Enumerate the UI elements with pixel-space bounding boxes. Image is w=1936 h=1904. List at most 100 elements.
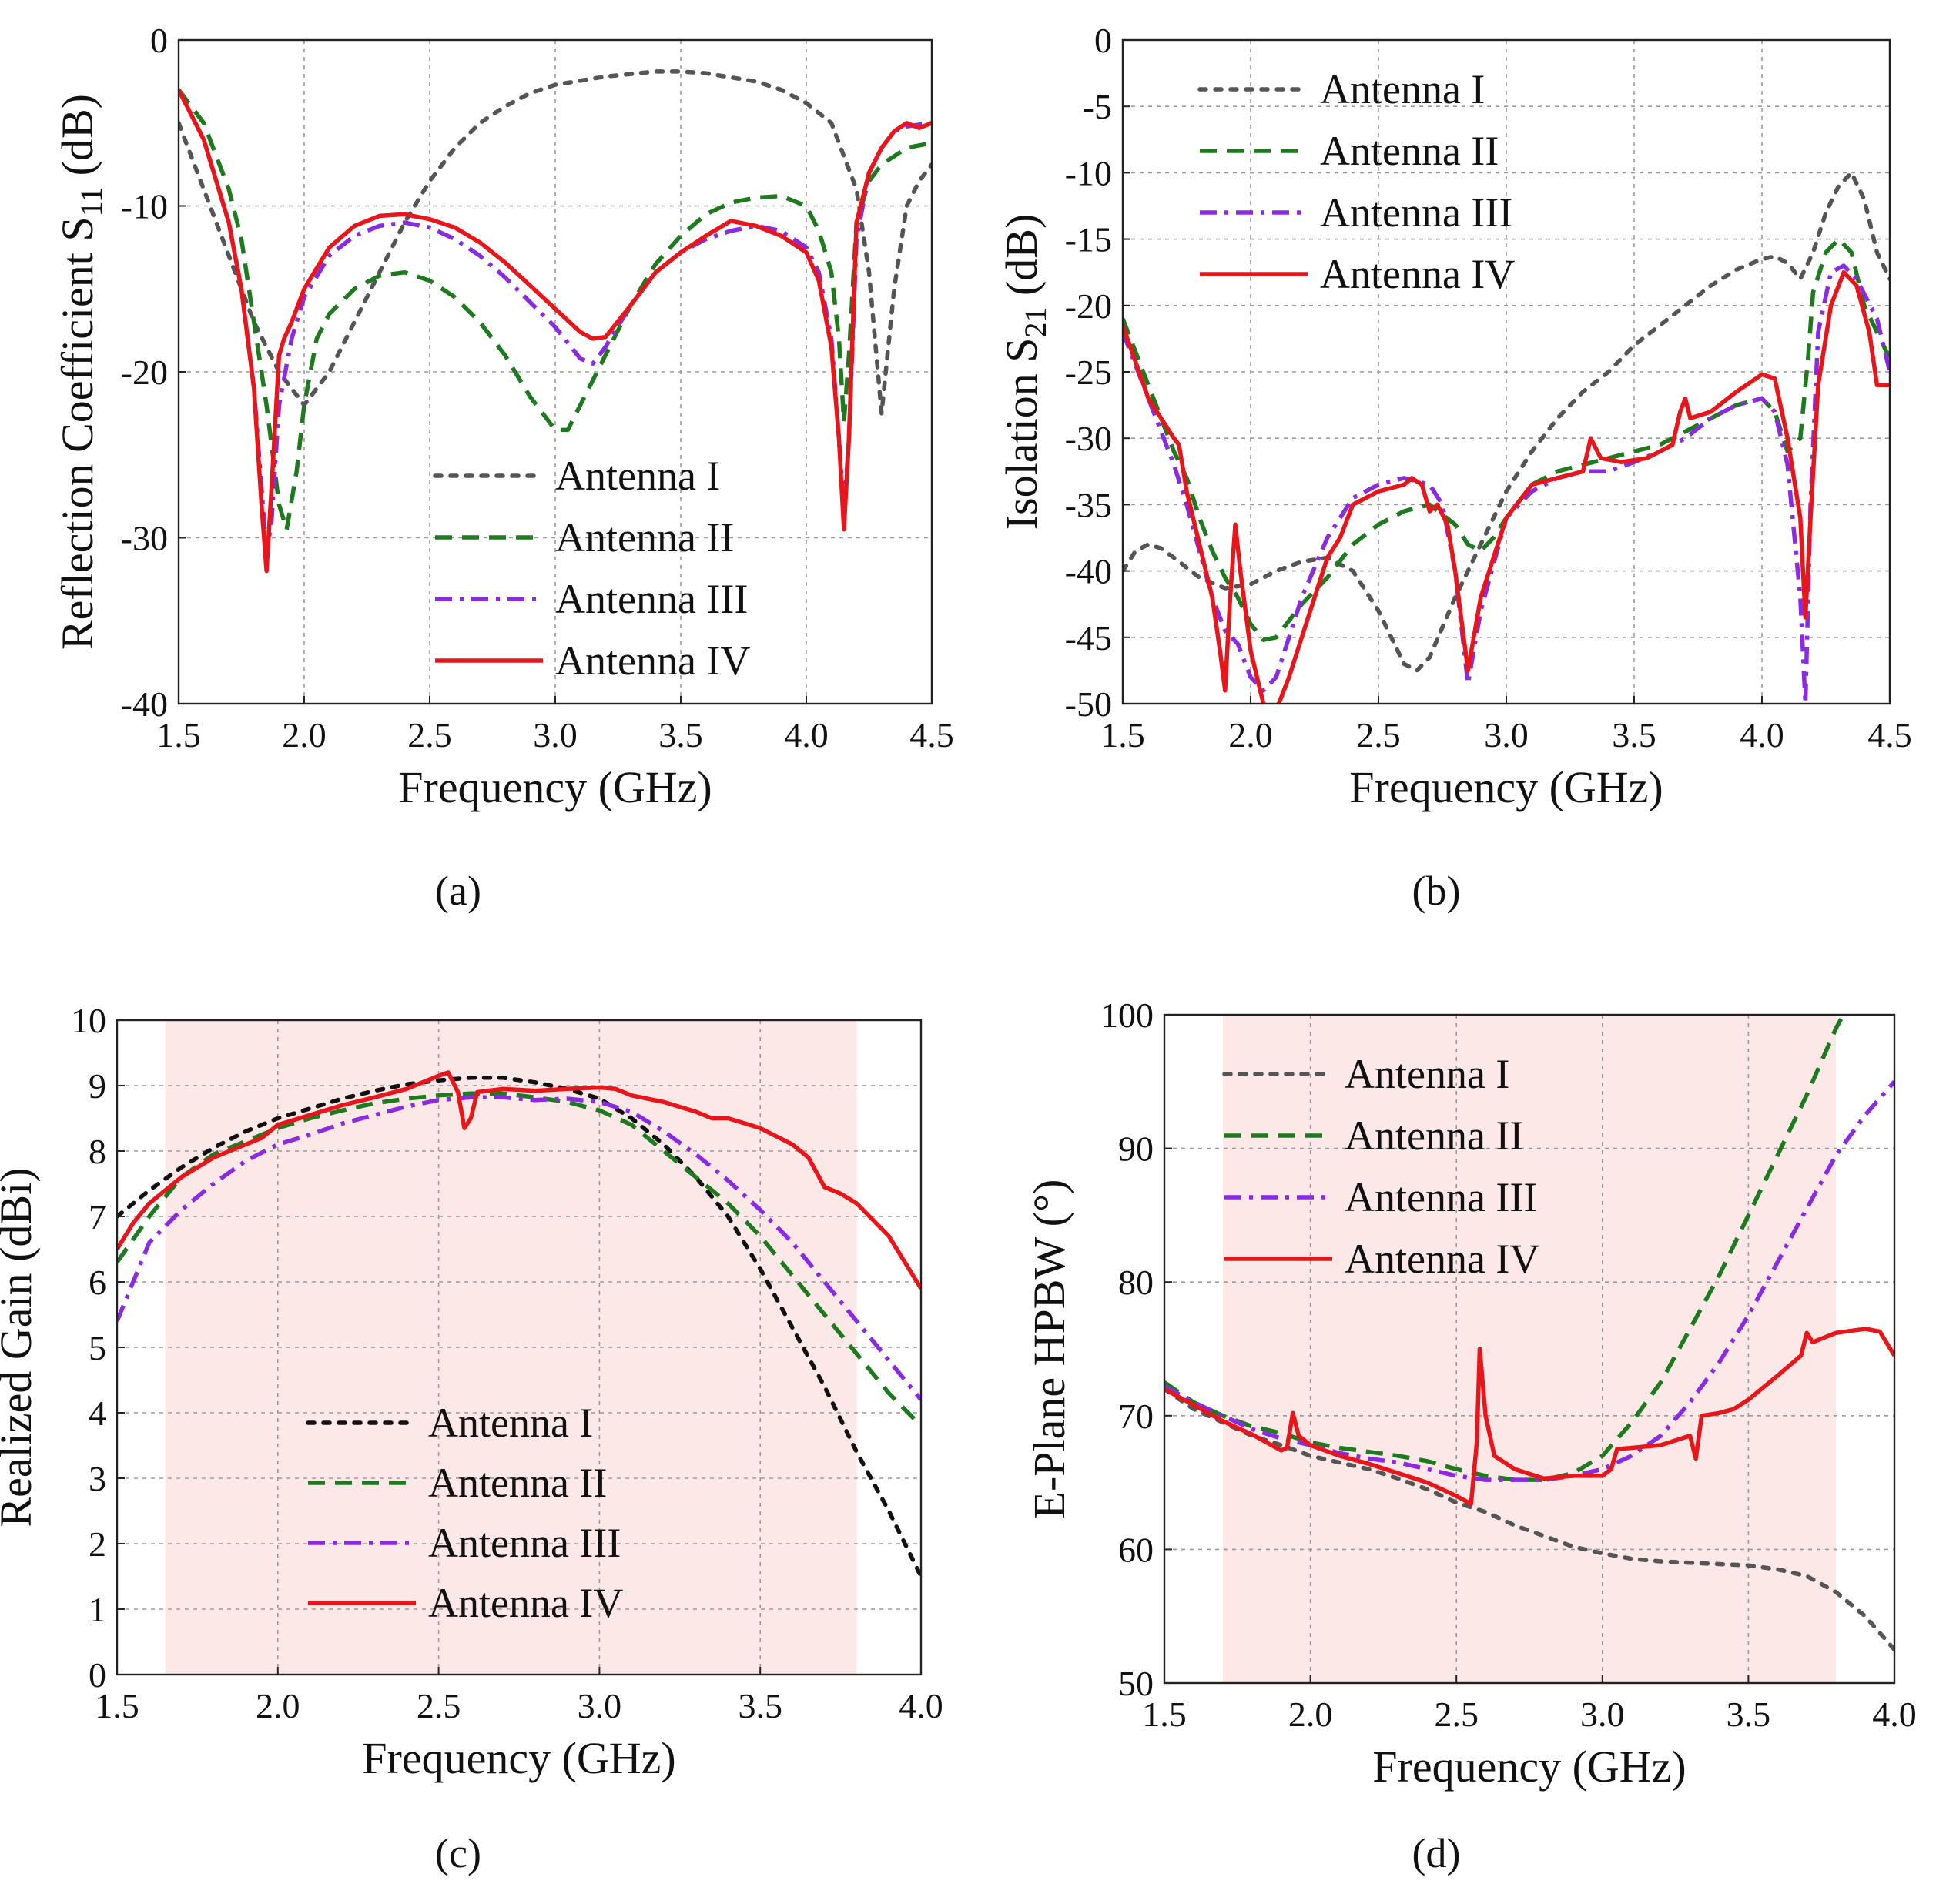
y-tick-label: -40 [1065, 552, 1112, 591]
series-group [1123, 170, 1890, 704]
y-tick-label: -30 [1065, 419, 1112, 458]
x-tick-label: 3.5 [1727, 1695, 1771, 1734]
panel-a-reflection-coefficient: 1.5 2.0 2.5 3.0 3.5 4.0 4.5 0 -10 -20 -30 -40 Freque… [52, 21, 954, 914]
y-axis-title-subscript: 21 [1018, 307, 1053, 338]
x-tick-label: 2.0 [282, 715, 327, 755]
y-tick-label: -20 [1065, 286, 1112, 326]
panel-label: (d) [1412, 1830, 1461, 1876]
panel-b-isolation: 1.5 2.0 2.5 3.0 3.5 4.0 4.5 0 -5 -10 -15 -20 -25 -30 -… [996, 21, 1912, 914]
legend-label: Antenna IV [555, 637, 750, 684]
panel-c-realized-gain: 1.5 2.0 2.5 3.0 3.5 4.0 0 1 2 3 4 5 6 7 8 9 10 Frequency … [0, 1001, 943, 1876]
panel-label: (a) [435, 868, 481, 914]
legend: Antenna I Antenna II Antenna III Antenna IV [1222, 1051, 1539, 1282]
y-axis-title-subscript: 11 [74, 187, 109, 217]
series-line-antenna-iv [117, 1070, 921, 1290]
legend-label: Antenna I [1345, 1051, 1509, 1097]
x-tick-label: 2.5 [417, 1686, 461, 1725]
legend-label: Antenna III [1320, 189, 1512, 236]
x-tick-label: 2.5 [407, 715, 452, 755]
grid [117, 1020, 921, 1675]
y-tick-label: 0 [1094, 21, 1112, 60]
x-tick-label: 3.5 [658, 715, 703, 755]
x-tick-label: 4.5 [909, 715, 954, 755]
panel-d-e-plane-hpbw: 1.5 2.0 2.5 3.0 3.5 4.0 50 60 70 80 90 100 Frequency… [1024, 996, 1917, 1876]
x-tick-label: 4.0 [784, 715, 829, 755]
legend: Antenna I Antenna II Antenna III Antenna IV [433, 453, 750, 684]
x-tick-label: 1.5 [1100, 715, 1145, 755]
series-line-antenna-iv [1123, 269, 1890, 704]
legend-label: Antenna II [1320, 128, 1499, 174]
x-axis-title: Frequency (GHz) [1349, 762, 1663, 812]
legend-label: Antenna III [1345, 1174, 1537, 1220]
y-axis-title: E-Plane HPBW (°) [1024, 1180, 1074, 1519]
legend-label: Antenna II [1345, 1113, 1523, 1159]
legend: Antenna I Antenna II Antenna III Antenna IV [1197, 66, 1515, 297]
y-axis-title-main: E-Plane HPBW (°) [1024, 1180, 1074, 1519]
legend-label: Antenna I [428, 1400, 593, 1446]
x-tick-label: 4.5 [1867, 715, 1912, 755]
y-tick-label: 1 [89, 1590, 106, 1629]
series-line-antenna-i [1123, 170, 1890, 673]
x-tick-label: 1.5 [95, 1686, 139, 1725]
y-tick-label: -30 [121, 519, 168, 558]
legend-label: Antenna IV [428, 1580, 623, 1626]
series-line-antenna-i [179, 69, 932, 416]
y-tick-label: -20 [121, 353, 168, 392]
y-axis-title: Reflection Coefficient S11 (dB) [52, 94, 109, 650]
y-axis-title: Realized Gain (dBi) [0, 1167, 41, 1527]
legend-label: Antenna I [555, 453, 720, 499]
y-tick-label: -35 [1065, 485, 1112, 524]
x-axis-title: Frequency (GHz) [1372, 1742, 1686, 1792]
series-group [1164, 1015, 1894, 1652]
x-tick-label: 2.5 [1434, 1695, 1479, 1734]
legend-label: Antenna IV [1345, 1236, 1539, 1282]
y-tick-label: 10 [71, 1001, 106, 1040]
x-tick-label: 3.0 [533, 715, 578, 755]
shaded-band [1222, 1015, 1837, 1683]
x-tick-label: 3.5 [1612, 715, 1656, 755]
x-tick-label: 4.0 [899, 1686, 943, 1725]
panel-label: (b) [1412, 868, 1461, 914]
y-tick-label: 90 [1118, 1129, 1154, 1169]
series-group [117, 1070, 921, 1579]
y-tick-label: 5 [89, 1328, 106, 1367]
x-tick-label: 2.0 [1228, 715, 1273, 755]
grid [1164, 1015, 1894, 1683]
series-group [179, 69, 932, 574]
y-tick-label: 80 [1118, 1263, 1154, 1302]
series-line-antenna-i [117, 1076, 921, 1579]
y-tick-label: -5 [1083, 87, 1112, 126]
grid [179, 40, 932, 704]
x-tick-label: 3.5 [738, 1686, 782, 1725]
panel-label: (c) [435, 1830, 481, 1876]
series-line-antenna-ii [179, 88, 932, 532]
series-line-antenna-ii [117, 1091, 921, 1427]
x-tick-label: 1.5 [156, 715, 201, 755]
y-axis-title-unit: (dB) [996, 214, 1047, 307]
y-tick-label: 4 [89, 1394, 106, 1433]
y-axis-title-unit: (dB) [52, 94, 102, 187]
y-tick-label: 0 [89, 1655, 106, 1695]
y-tick-label: 7 [89, 1197, 106, 1236]
y-axis-title-main: Reflection Coefficient S [52, 216, 102, 650]
x-tick-label: 2.0 [1288, 1695, 1333, 1734]
x-tick-label: 4.0 [1872, 1695, 1917, 1734]
y-tick-label: -10 [1065, 153, 1112, 192]
grid [1123, 40, 1890, 704]
y-tick-label: 60 [1118, 1530, 1154, 1569]
y-axis-title-main: Realized Gain (dBi) [0, 1167, 41, 1527]
y-tick-label: 50 [1118, 1664, 1154, 1703]
series-line-antenna-iv [1164, 1327, 1894, 1507]
x-tick-label: 3.0 [1484, 715, 1529, 755]
x-tick-label: 3.0 [578, 1686, 622, 1725]
y-tick-label: -25 [1065, 353, 1112, 392]
x-tick-label: 2.0 [256, 1686, 300, 1725]
legend-label: Antenna III [555, 576, 748, 622]
y-tick-label: 9 [89, 1066, 106, 1106]
x-axis-title: Frequency (GHz) [398, 762, 712, 812]
plot-frame [1163, 1013, 1896, 1685]
x-tick-label: 2.5 [1356, 715, 1401, 755]
series-line-antenna-iii [1123, 263, 1890, 704]
y-tick-label: 0 [150, 21, 168, 60]
